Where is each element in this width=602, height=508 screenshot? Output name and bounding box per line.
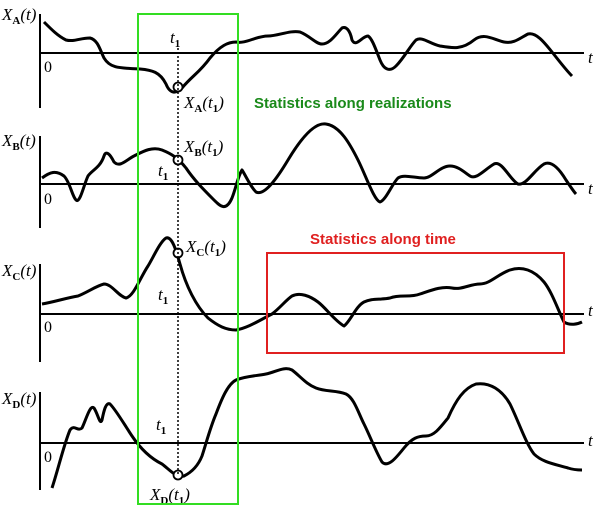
panel-b: XB(t) 0 t t1 XB(t1) [1,122,594,228]
realizations-label: Statistics along realizations [254,95,452,112]
time-box [266,252,565,354]
panel-b-y-label: XB(t) [1,131,36,153]
panel-c: XC(t) 0 t t1 XC(t1) [1,236,594,362]
panel-d-signal-curve [50,367,583,489]
panel-a-t1-label: t1 [170,28,180,50]
panel-d-y-label: XD(t) [1,389,37,411]
panel-a-y-label: XA(t) [1,5,37,27]
panel-a-sample-point [172,81,184,93]
panel-b-t-axis-label: t [588,179,594,198]
panel-d-sample-label: XD(t1) [149,485,190,507]
panel-a-t-axis-label: t [588,48,594,67]
time-label: Statistics along time [310,231,456,248]
panel-a: XA(t) 0 t t1 XA(t1) [1,5,594,115]
panel-c-signal-curve [41,236,583,332]
panel-c-zero-label: 0 [44,319,52,336]
panel-a-signal-curve [42,20,574,94]
panel-a-zero-label: 0 [44,59,52,76]
panel-c-t1-label: t1 [158,285,168,307]
realizations-box [137,13,239,505]
panel-d-t-axis-label: t [588,431,594,450]
panel-d-sample-point [172,469,184,481]
panel-c-y-label: XC(t) [1,261,37,283]
panel-d-zero-label: 0 [44,449,52,466]
panel-b-signal-curve [41,122,578,208]
panel-b-zero-label: 0 [44,191,52,208]
panel-c-t-axis-label: t [588,301,594,320]
panel-c-sample-label: XC(t1) [185,237,226,259]
panel-b-t1-label: t1 [158,161,168,183]
panel-d-t1-label: t1 [156,415,166,437]
panel-a-sample-label: XA(t1) [183,93,224,115]
panel-b-sample-label: XB(t1) [183,137,224,159]
panel-d: XD(t) 0 t t1 XD(t1) [1,367,594,507]
